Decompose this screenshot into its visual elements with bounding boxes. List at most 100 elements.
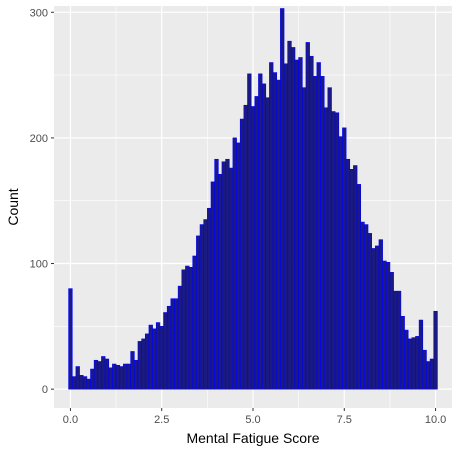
histogram-bar [144, 333, 150, 390]
histogram-bar [353, 165, 358, 390]
histogram-bar [342, 127, 347, 390]
histogram-bar [265, 97, 270, 390]
histogram-bar [134, 359, 139, 390]
histogram-bar [232, 137, 237, 390]
histogram-bar [276, 79, 281, 390]
histogram-bar [426, 361, 431, 390]
histogram-bar [90, 368, 95, 390]
histogram-bar [291, 47, 296, 390]
histogram-bar [422, 349, 427, 390]
histogram-bar [166, 305, 172, 390]
histogram-bar [389, 272, 394, 390]
histogram-bar [170, 298, 175, 390]
histogram-bar [203, 219, 208, 390]
histogram-bar [236, 142, 241, 390]
histogram-bar [338, 136, 343, 390]
histogram-bar [126, 363, 131, 390]
histogram-bar [375, 245, 380, 390]
histogram-bar [316, 62, 321, 390]
histogram-bar [79, 375, 84, 390]
histogram-bar [356, 184, 362, 390]
histogram-bar [199, 224, 205, 390]
x-axis: 0.0 2.5 5.0 7.5 10.0 [63, 408, 446, 426]
histogram-bar [433, 310, 438, 390]
histogram-bar [148, 324, 153, 390]
histogram-bar [196, 235, 201, 390]
histogram-bar [239, 118, 245, 390]
histogram-bar [371, 248, 376, 390]
histogram-bar [247, 73, 252, 390]
histogram-bar [407, 338, 413, 390]
histogram-bar [119, 366, 124, 390]
histogram-bar [334, 112, 340, 390]
y-tick-label: 0 [42, 384, 48, 396]
histogram-bar [345, 158, 351, 390]
histogram-bar [130, 351, 135, 390]
histogram-bar [71, 376, 77, 390]
histogram-bar [104, 358, 110, 390]
histogram-bar [287, 40, 292, 390]
histogram-bar [320, 76, 325, 390]
histogram-bar [214, 158, 219, 390]
histogram-bar [411, 337, 416, 390]
y-axis-title: Count [5, 188, 21, 225]
histogram-bar [385, 261, 391, 390]
y-axis: 0 100 200 300 [30, 7, 54, 396]
y-tick-label: 300 [30, 7, 48, 19]
histogram-bar [152, 328, 157, 390]
histogram-bar [429, 358, 435, 390]
histogram-bar [418, 319, 424, 390]
histogram-bar [258, 73, 263, 390]
histogram-bar [141, 338, 146, 390]
histogram-bar [367, 233, 372, 390]
histogram-bar [298, 57, 303, 390]
histogram-bar [331, 111, 336, 390]
histogram-bar [294, 59, 299, 390]
histogram-bar [349, 169, 354, 390]
histogram-bar [360, 221, 365, 390]
histogram-bar [123, 363, 128, 390]
histogram-bar [228, 167, 234, 390]
histogram-bar [75, 366, 80, 390]
histogram-bar [221, 161, 226, 390]
y-tick-label: 200 [30, 133, 48, 145]
x-tick-label: 5.0 [245, 414, 260, 426]
histogram-bar [210, 181, 215, 390]
histogram-bar [86, 378, 91, 390]
histogram-bar [254, 96, 259, 390]
histogram-bar [97, 361, 102, 390]
histogram-bar [269, 62, 274, 390]
x-tick-label: 2.5 [154, 414, 169, 426]
histogram-bar [327, 87, 332, 390]
x-axis-title: Mental Fatigue Score [186, 430, 319, 446]
histogram-bar [101, 356, 106, 390]
histogram-bar [283, 63, 288, 390]
histogram-bar [301, 87, 307, 390]
histogram-bar [192, 255, 197, 390]
histogram-bar [250, 106, 256, 390]
histogram-bar [280, 8, 285, 390]
histogram-bar [181, 269, 186, 390]
x-tick-label: 0.0 [63, 414, 78, 426]
histogram-bar [108, 367, 113, 390]
histogram-bar [415, 336, 420, 390]
histogram-bar [115, 364, 121, 390]
histogram-bar [155, 322, 161, 390]
y-tick-label: 100 [30, 259, 48, 271]
histogram-bar [305, 42, 310, 390]
histogram-bar [82, 376, 88, 390]
histogram-bar [309, 55, 314, 390]
histogram-bar [188, 266, 194, 390]
histogram-bar [312, 76, 318, 390]
histogram-bar [177, 285, 183, 390]
histogram-bar [225, 158, 230, 390]
histogram-bar [207, 207, 212, 390]
histogram-bar [393, 290, 398, 390]
histogram-bar [364, 224, 369, 390]
x-tick-label: 7.5 [337, 414, 352, 426]
histogram-bar [174, 298, 179, 390]
x-tick-label: 10.0 [425, 414, 446, 426]
histogram-bar [400, 315, 405, 390]
histogram-bar [396, 290, 402, 390]
